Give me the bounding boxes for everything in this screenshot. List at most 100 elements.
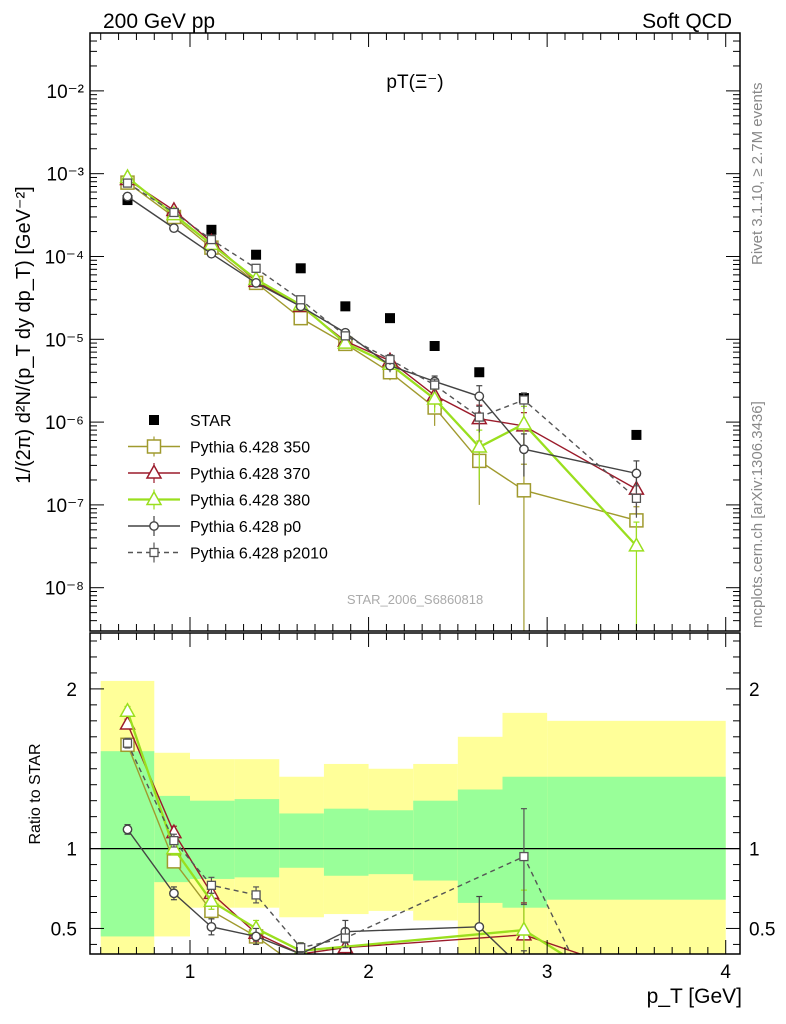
legend-marker	[149, 521, 159, 531]
data-point	[251, 249, 262, 260]
data-point	[296, 295, 306, 305]
ratio-band-inner	[190, 800, 235, 879]
ratio-y-tick-label-right: 1	[749, 840, 760, 861]
ratio-band-inner	[457, 789, 503, 903]
ratio-point	[519, 851, 529, 862]
ratio-point	[520, 966, 528, 974]
legend-label: STAR	[190, 413, 231, 430]
legend-label: Pythia 6.428 380	[190, 493, 310, 510]
data-point	[474, 391, 485, 402]
data-point	[206, 234, 217, 245]
ratio-line	[126, 829, 509, 954]
x-tick-label: 3	[542, 962, 553, 983]
ratio-point	[206, 880, 217, 890]
ratio-y-tick-label: 0.5	[51, 919, 77, 940]
data-point	[516, 483, 532, 498]
data-point	[385, 313, 395, 324]
legend-item-star: STAR	[149, 413, 231, 430]
ratio-point	[251, 890, 261, 900]
data-point	[169, 223, 179, 234]
data-point	[295, 263, 306, 274]
header-right: Soft QCD	[642, 10, 732, 33]
data-point	[631, 468, 642, 479]
ratio-point	[340, 933, 351, 943]
data-point	[293, 310, 308, 326]
data-point	[340, 301, 351, 312]
data-point	[251, 263, 261, 273]
data-point	[169, 207, 179, 218]
data-point	[429, 380, 440, 390]
legend: STAR Pythia 6.428 350 Pythia 6.428 370 Pyth…	[128, 413, 328, 563]
legend-label: Pythia 6.428 350	[190, 440, 310, 457]
data-point	[471, 437, 488, 453]
ratio-y-tick-label-right: 2	[749, 680, 760, 701]
data-point	[426, 389, 443, 405]
header-left: 200 GeV pp	[103, 10, 215, 33]
series-line	[127, 182, 637, 499]
ratio-band-inner	[100, 751, 155, 937]
legend-item-p380: Pythia 6.428 380	[128, 489, 310, 510]
ratio-point	[169, 888, 179, 899]
series-p380	[119, 168, 645, 631]
ratio-point	[122, 738, 133, 748]
ratio-point	[296, 942, 306, 953]
rivet-version: Rivet 3.1.10, ≥ 2.7M events	[749, 83, 766, 266]
axes-ticks: 10⁻⁸ 10⁻⁷ 10⁻⁶ 10⁻⁵ 10⁻⁴ 10⁻³ 10⁻² 1 2 3 4 0.5 0.5 1 1…	[45, 32, 775, 983]
ratio-y-axis-label: Ratio to STAR	[27, 743, 44, 844]
data-point	[385, 354, 395, 365]
legend-label: Pythia 6.428 370	[190, 466, 310, 483]
ratio-point	[203, 892, 220, 908]
ratio-point	[251, 931, 261, 942]
plot-title: pT(Ξ⁻)	[386, 72, 443, 93]
ratio-line	[126, 742, 572, 954]
ratio-bands	[90, 680, 740, 954]
data-point	[206, 224, 217, 235]
ratio-point	[206, 921, 217, 932]
series-line	[126, 176, 638, 547]
data-point	[474, 367, 485, 378]
analysis-id: STAR_2006_S6860818	[347, 592, 483, 607]
x-tick-label: 1	[185, 962, 196, 983]
y-tick-label: 10⁻²	[47, 82, 85, 103]
main-series	[119, 168, 645, 631]
ratio-point	[515, 921, 533, 936]
ratio-point	[169, 835, 179, 846]
series-p370	[119, 170, 645, 516]
y-tick-label: 10⁻⁷	[46, 496, 84, 517]
series-p2010	[122, 178, 642, 518]
x-tick-label: 2	[363, 962, 374, 983]
main-y-axis-label: 1/(2π) d²N/(p_T dy dp_T) [GeV⁻²]	[13, 186, 35, 483]
y-tick-label: 10⁻⁸	[45, 579, 84, 600]
data-point	[337, 334, 354, 349]
ratio-series-p2010	[122, 737, 572, 954]
source-note: mcplots.cern.ch [arXiv:1306.3436]	[749, 401, 766, 628]
ratio-point	[122, 824, 133, 835]
ratio-line	[126, 723, 583, 954]
ratio-y-tick-label: 1	[66, 840, 77, 861]
y-tick-label: 10⁻³	[47, 165, 85, 186]
ratio-band-inner	[368, 810, 414, 875]
main-plot-frame	[89, 32, 741, 632]
ratio-point	[629, 993, 643, 1006]
data-point	[519, 395, 529, 405]
data-point	[631, 429, 642, 440]
ratio-band-inner	[413, 800, 458, 881]
x-tick-label: 4	[720, 962, 731, 983]
data-point	[519, 444, 529, 455]
ratio-band-inner	[502, 776, 548, 908]
legend-marker	[149, 415, 159, 425]
ratio-band-inner	[279, 813, 324, 868]
data-point	[474, 412, 484, 422]
ratio-plot-frame	[89, 632, 741, 955]
data-point	[628, 536, 645, 552]
data-point	[206, 248, 217, 259]
data-point	[429, 340, 440, 351]
legend-item-p2010: Pythia 6.428 p2010	[128, 542, 328, 563]
y-tick-label: 10⁻⁵	[45, 330, 84, 351]
ratio-y-tick-label-right: 0.5	[749, 919, 775, 940]
y-tick-label: 10⁻⁶	[45, 413, 84, 434]
legend-marker	[145, 490, 163, 506]
legend-marker	[145, 463, 163, 479]
data-point	[631, 493, 642, 503]
